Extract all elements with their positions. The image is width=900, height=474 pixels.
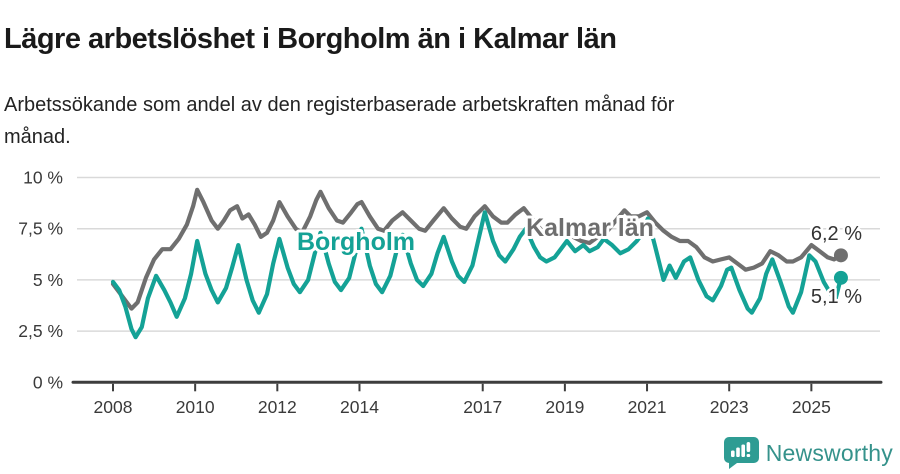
newsworthy-logo[interactable]: Newsworthy xyxy=(723,437,893,469)
chart-title: Lägre arbetslöshet i Borgholm än i Kalma… xyxy=(4,23,617,56)
end-value-label-6-2: 6,2 % xyxy=(811,223,862,245)
x-tick-label: 2023 xyxy=(710,397,749,417)
series-line-kalmar-l-n xyxy=(110,187,843,311)
x-tick-label: 2014 xyxy=(340,397,379,417)
series-label-borgholm: Borgholm xyxy=(297,228,415,256)
series-label-kalmar-l-n: Kalmar län xyxy=(526,214,654,242)
x-tick-label: 2010 xyxy=(176,397,215,417)
x-tick-label: 2008 xyxy=(94,397,133,417)
series-end-dot-borgholm xyxy=(833,270,848,285)
y-tick-label: 0 % xyxy=(33,372,63,392)
end-value-label-5-1: 5,1 % xyxy=(811,286,862,308)
chart-subtitle: Arbetssökande som andel av den registerb… xyxy=(4,94,675,148)
y-tick-label: 10 % xyxy=(23,168,63,188)
x-tick-label: 2012 xyxy=(258,397,297,417)
x-tick-label: 2019 xyxy=(545,397,584,417)
newsworthy-wordmark: Newsworthy xyxy=(765,439,893,466)
x-tick-label: 2025 xyxy=(792,397,831,417)
y-tick-label: 7,5 % xyxy=(18,219,63,239)
y-tick-label: 5 % xyxy=(33,270,63,290)
x-tick-label: 2017 xyxy=(463,397,502,417)
x-tick-label: 2021 xyxy=(628,397,667,417)
series-end-dot-kalmar-l-n xyxy=(833,248,848,263)
y-tick-label: 2,5 % xyxy=(18,321,63,341)
newsworthy-icon xyxy=(723,437,759,469)
series-line-borgholm xyxy=(110,210,843,340)
